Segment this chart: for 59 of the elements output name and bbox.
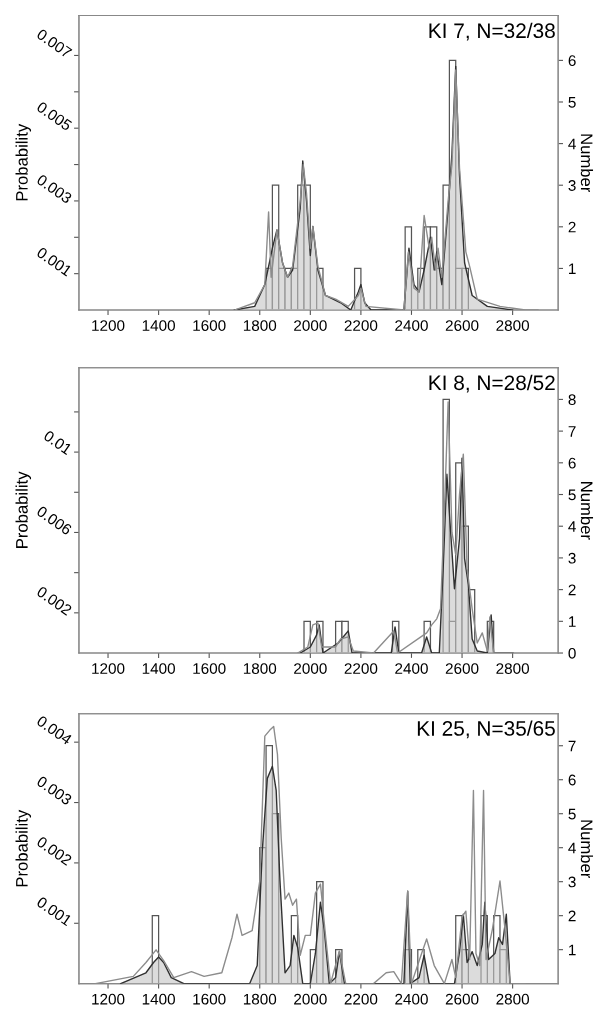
y2-tick-label: 1 (569, 616, 576, 627)
y2-tick-label: 4 (568, 138, 576, 150)
y-axis-title: Probability (15, 123, 32, 201)
x-tick-label: 2600 (445, 993, 479, 1005)
y2-tick-label: 5 (568, 808, 576, 820)
chart-title: KI 7, N=32/38 (429, 22, 555, 41)
y2-tick-label: 5 (568, 97, 576, 108)
chart-title: KI 25, N=35/65 (417, 720, 555, 739)
y2-tick-label: 2 (568, 584, 576, 596)
x-tick-label: 2800 (496, 320, 530, 331)
y2-tick-label: 6 (568, 774, 576, 786)
y2-tick-label: 8 (568, 394, 576, 406)
y2-tick-label: 3 (568, 876, 576, 888)
x-tick-label: 2000 (294, 993, 327, 1005)
x-tick-label: 2400 (395, 993, 428, 1005)
x-tick-label: 2000 (294, 320, 327, 331)
y2-tick-label: 0 (568, 647, 576, 659)
y-axis-title: Probability (15, 809, 32, 887)
y2-tick-label: 7 (568, 740, 576, 752)
y2-tick-label: 2 (568, 910, 576, 922)
x-tick-label: 2400 (395, 663, 428, 674)
y2-tick-label: 3 (568, 552, 576, 564)
x-tick-label: 2200 (344, 663, 378, 674)
y2-tick-label: 6 (568, 55, 576, 67)
x-tick-label: 1400 (142, 663, 175, 674)
x-tick-label: 1200 (92, 993, 125, 1005)
y2-tick-label: 4 (568, 521, 576, 532)
x-tick-label: 1800 (243, 663, 277, 674)
x-tick-label: 2800 (496, 663, 530, 674)
y-axis-title: Probability (15, 471, 32, 548)
y2-tick-label: 7 (568, 426, 576, 437)
x-tick-label: 1200 (92, 320, 125, 331)
x-tick-label: 1800 (243, 993, 277, 1005)
x-tick-label: 1400 (142, 993, 175, 1005)
x-tick-label: 2600 (445, 320, 479, 331)
y2-tick-label: 1 (569, 944, 576, 956)
x-tick-label: 2400 (395, 320, 428, 331)
chart-title: KI 8, N=28/52 (429, 374, 555, 393)
y2-tick-label: 5 (568, 489, 576, 501)
x-tick-label: 1600 (193, 663, 226, 674)
x-tick-label: 1200 (92, 663, 125, 674)
y2-tick-label: 6 (568, 457, 576, 469)
x-tick-label: 1400 (142, 320, 175, 331)
x-tick-label: 2600 (445, 663, 479, 674)
y2-tick-label: 1 (569, 263, 576, 274)
x-tick-label: 2000 (294, 663, 327, 674)
y2-axis-title: Number (580, 820, 594, 879)
y2-tick-label: 4 (568, 842, 576, 854)
y2-axis-title: Number (580, 482, 594, 540)
x-tick-label: 2800 (496, 993, 530, 1005)
y2-tick-label: 3 (568, 180, 576, 191)
x-tick-label: 1600 (193, 320, 226, 331)
y2-axis-title: Number (580, 134, 594, 193)
y2-tick-label: 2 (568, 221, 576, 233)
x-tick-label: 2200 (344, 320, 378, 331)
x-tick-label: 1600 (193, 993, 226, 1005)
y-tick-label: 0.01 (43, 429, 73, 456)
x-tick-label: 1800 (243, 320, 277, 331)
x-tick-label: 2200 (344, 993, 378, 1005)
